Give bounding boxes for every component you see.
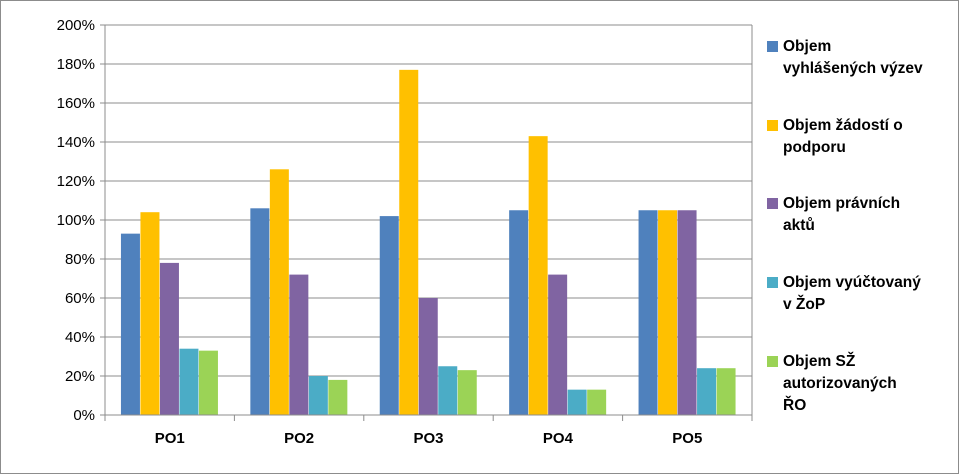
x-tick-label: PO4 [543,430,574,447]
y-tick-label: 140% [57,134,95,151]
legend-label: Objem žádostí o [783,117,903,134]
legend-label: Objem [783,38,831,55]
bar [457,370,477,415]
legend-swatch [767,41,778,52]
legend-label: vyhlášených výzev [783,60,923,77]
legend-label: Objem SŽ [783,352,856,370]
legend-swatch [767,198,778,209]
bar [328,379,348,415]
bar [548,274,568,415]
bar [528,136,548,415]
legend-swatch [767,277,778,288]
legend-swatch [767,356,778,367]
y-axis-ticks: 0% 20% 40% 60% 80% 100% 120% 140% 160% 180% 200% [57,17,105,424]
bar [198,350,218,415]
y-tick-label: 20% [65,368,95,385]
y-tick-label: 40% [65,329,95,346]
axes [104,25,753,421]
bar [120,233,140,415]
bar [379,216,399,415]
x-tick-label: PO1 [155,430,185,447]
bar [567,389,587,415]
legend-label: autorizovaných [783,375,897,392]
legend: Objem vyhlášených výzev Objem žádostí o pod… [767,38,923,414]
bar [140,212,160,415]
y-tick-label: 160% [57,95,95,112]
legend-label: Objem právních [783,195,900,212]
bar [438,366,458,415]
x-axis-labels: PO1 PO2 PO3 PO4 PO5 [155,430,703,447]
bar [658,210,678,415]
y-tick-label: 60% [65,290,95,307]
y-tick-label: 80% [65,251,95,268]
legend-label: podporu [783,139,846,156]
bar [509,210,529,415]
bar [289,274,309,415]
y-tick-label: 180% [57,56,95,73]
bar [179,348,199,415]
y-tick-label: 0% [73,407,95,424]
legend-label: aktů [783,217,815,234]
y-tick-label: 200% [57,17,95,34]
y-tick-label: 120% [57,173,95,190]
bar [716,368,736,415]
legend-label: Objem vyúčtovaný [783,274,921,291]
bars [120,69,736,415]
bar [638,210,658,415]
y-tick-label: 100% [57,212,95,229]
bar [250,208,270,415]
bar [587,389,607,415]
x-tick-label: PO2 [284,430,314,447]
bar [308,376,328,415]
legend-label: ŘO [783,396,806,414]
legend-swatch [767,120,778,131]
legend-label: v ŽoP [783,295,825,313]
bar [697,368,717,415]
bar [677,210,697,415]
x-tick-label: PO3 [413,430,443,447]
bar [159,262,179,415]
bar [399,69,419,415]
x-tick-label: PO5 [672,430,702,447]
bar [269,169,289,415]
bar [418,298,438,415]
